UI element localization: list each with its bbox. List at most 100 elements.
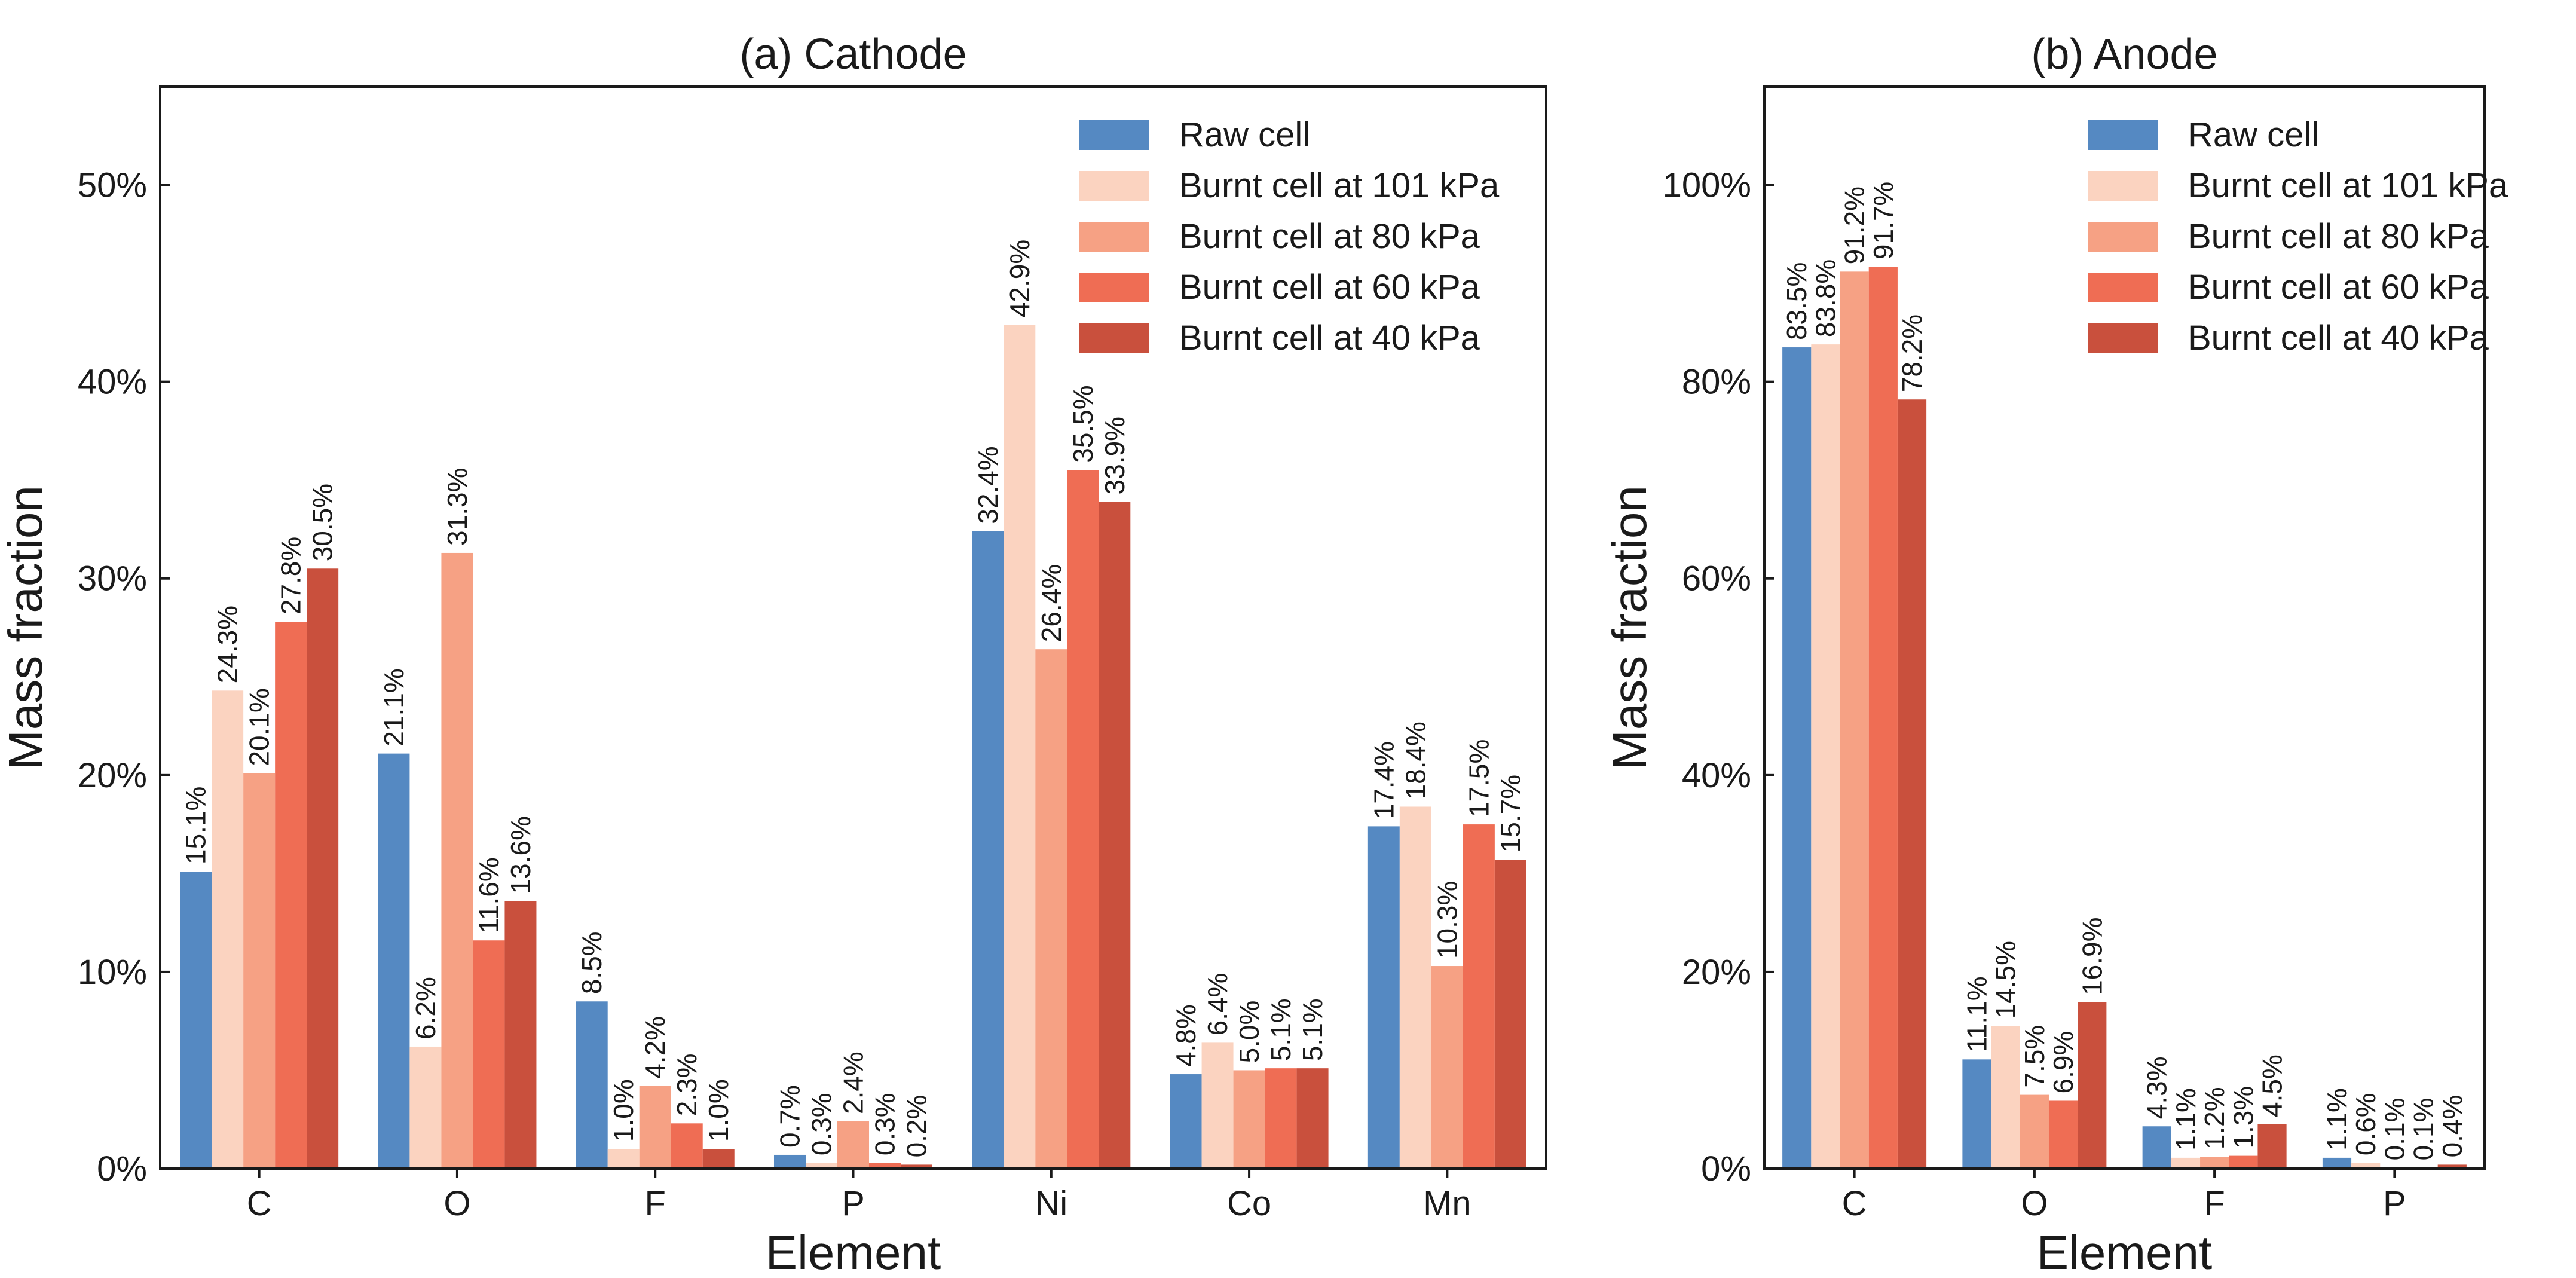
data-label-anode-f-series-2: 1.2% (2199, 1087, 2230, 1149)
bar-cathode-c-series-2 (243, 773, 276, 1169)
data-label-cathode-p-series-3: 0.3% (870, 1093, 901, 1155)
y-tick-label-anode-1: 20% (1682, 953, 1751, 992)
x-tick-label-anode-c: C (1842, 1184, 1867, 1223)
y-tick-label-cathode-3: 30% (78, 559, 147, 598)
data-label-anode-c-series-3: 91.7% (1868, 182, 1899, 259)
bar-cathode-c-series-4 (307, 568, 339, 1169)
data-label-cathode-c-series-0: 15.1% (180, 787, 212, 864)
legend-swatch-cathode-4 (1079, 323, 1149, 353)
data-label-anode-p-series-2: 0.1% (2379, 1097, 2410, 1160)
chart-cathode: 15.1% 21.1% 8.5% 0.7% 32.4% 4.8% 17.4% 24.3% 6.2… (0, 30, 1547, 1278)
bar-anode-p-series-4 (2437, 1164, 2467, 1169)
legend-label-cathode-4: Burnt cell at 40 kPa (1179, 319, 1480, 357)
data-label-cathode-c-series-3: 27.8% (276, 537, 307, 614)
data-label-cathode-o-series-3: 11.6% (473, 857, 504, 933)
data-label-anode-o-series-1: 14.5% (1990, 941, 2021, 1019)
bar-cathode-c-series-3 (275, 622, 307, 1169)
data-label-cathode-o-series-2: 31.3% (442, 468, 473, 546)
data-label-anode-p-series-0: 1.1% (2321, 1088, 2352, 1151)
data-label-cathode-mn-series-1: 18.4% (1400, 721, 1431, 799)
data-label-cathode-p-series-0: 0.7% (774, 1085, 805, 1148)
data-label-cathode-mn-series-0: 17.4% (1368, 741, 1399, 819)
bar-cathode-mn-series-1 (1399, 806, 1431, 1169)
legend-label-anode-0: Raw cell (2188, 115, 2319, 154)
bar-cathode-p-series-1 (805, 1163, 837, 1169)
data-label-cathode-mn-series-4: 15.7% (1495, 775, 1526, 852)
bar-cathode-co-series-0 (1170, 1074, 1202, 1169)
bar-anode-f-series-3 (2229, 1155, 2258, 1169)
data-label-anode-c-series-1: 83.8% (1810, 259, 1841, 337)
data-label-cathode-co-series-0: 4.8% (1170, 1004, 1201, 1067)
legend-label-cathode-1: Burnt cell at 101 kPa (1179, 166, 1500, 205)
data-label-cathode-ni-series-2: 26.4% (1036, 564, 1067, 642)
bar-cathode-f-series-3 (671, 1123, 703, 1169)
data-label-cathode-p-series-4: 0.2% (901, 1095, 932, 1158)
data-label-anode-o-series-0: 11.1% (1961, 976, 1992, 1052)
legend-swatch-anode-0 (2088, 120, 2158, 150)
data-label-cathode-co-series-4: 5.1% (1297, 998, 1328, 1061)
bar-anode-c-series-0 (1782, 347, 1812, 1169)
bar-cathode-p-series-4 (901, 1164, 933, 1169)
legend-label-anode-3: Burnt cell at 60 kPa (2188, 268, 2489, 307)
legend-label-cathode-3: Burnt cell at 60 kPa (1179, 268, 1480, 307)
data-label-cathode-o-series-4: 13.6% (505, 816, 536, 894)
data-label-cathode-f-series-1: 1.0% (608, 1079, 639, 1142)
data-label-anode-c-series-4: 78.2% (1896, 314, 1928, 392)
y-tick-label-anode-0: 0% (1701, 1149, 1751, 1188)
data-label-cathode-mn-series-3: 17.5% (1463, 739, 1494, 817)
data-label-anode-f-series-0: 4.3% (2141, 1056, 2173, 1119)
data-label-cathode-p-series-2: 2.4% (838, 1051, 869, 1114)
data-label-anode-p-series-3: 0.1% (2408, 1097, 2439, 1160)
x-axis-label-anode: Element (2037, 1226, 2212, 1278)
x-tick-label-cathode-c: C (247, 1184, 272, 1223)
legend-label-anode-2: Burnt cell at 80 kPa (2188, 217, 2489, 256)
bar-cathode-o-series-3 (473, 940, 505, 1169)
data-label-cathode-p-series-1: 0.3% (806, 1093, 837, 1155)
x-tick-label-cathode-o: O (443, 1184, 470, 1223)
legend-label-anode-1: Burnt cell at 101 kPa (2188, 166, 2508, 205)
y-tick-label-anode-3: 60% (1682, 559, 1751, 598)
bar-cathode-o-series-2 (441, 552, 473, 1169)
data-label-anode-c-series-0: 83.5% (1781, 262, 1812, 340)
data-label-cathode-co-series-3: 5.1% (1265, 998, 1296, 1061)
y-tick-label-anode-4: 80% (1682, 363, 1751, 402)
bar-cathode-o-series-4 (504, 901, 537, 1169)
data-label-cathode-ni-series-3: 35.5% (1067, 385, 1099, 463)
bar-anode-o-series-4 (2078, 1002, 2107, 1169)
bar-anode-o-series-1 (1991, 1026, 2020, 1169)
x-tick-label-cathode-ni: Ni (1035, 1184, 1067, 1223)
bar-anode-f-series-4 (2257, 1124, 2287, 1169)
bar-anode-c-series-2 (1840, 271, 1869, 1169)
x-tick-label-cathode-f: F (644, 1184, 665, 1223)
data-label-anode-p-series-4: 0.4% (2437, 1095, 2468, 1158)
bar-cathode-o-series-0 (378, 753, 410, 1169)
bar-cathode-p-series-0 (773, 1154, 806, 1169)
bar-cathode-co-series-2 (1233, 1070, 1265, 1169)
bar-cathode-p-series-2 (837, 1121, 870, 1169)
bar-cathode-ni-series-4 (1099, 502, 1131, 1169)
data-label-cathode-f-series-2: 4.2% (640, 1016, 671, 1079)
y-tick-label-cathode-4: 40% (78, 363, 147, 402)
bar-cathode-mn-series-2 (1431, 966, 1463, 1169)
data-label-cathode-c-series-1: 24.3% (212, 606, 243, 683)
y-tick-label-cathode-5: 50% (78, 166, 147, 205)
data-label-anode-c-series-2: 91.2% (1839, 186, 1870, 264)
bar-cathode-o-series-1 (409, 1046, 442, 1169)
legend-swatch-anode-3 (2088, 273, 2158, 302)
bar-anode-c-series-1 (1811, 344, 1840, 1169)
plot-frame-anode (1763, 85, 2486, 1170)
legend-swatch-cathode-1 (1079, 171, 1149, 201)
bar-cathode-mn-series-3 (1463, 824, 1495, 1169)
legend-anode: Raw cell Burnt cell at 101 kPa Burnt cell … (2088, 115, 2508, 357)
legend-swatch-cathode-3 (1079, 273, 1149, 302)
data-label-cathode-f-series-0: 8.5% (576, 931, 607, 994)
bar-cathode-co-series-4 (1296, 1068, 1329, 1169)
x-tick-label-anode-p: P (2383, 1184, 2406, 1223)
data-label-anode-f-series-1: 1.1% (2170, 1088, 2201, 1151)
bar-cathode-ni-series-0 (972, 531, 1004, 1169)
legend-swatch-anode-1 (2088, 171, 2158, 201)
legend-swatch-cathode-2 (1079, 222, 1149, 252)
bar-cathode-ni-series-1 (1004, 325, 1036, 1169)
bar-anode-o-series-3 (2048, 1100, 2078, 1169)
